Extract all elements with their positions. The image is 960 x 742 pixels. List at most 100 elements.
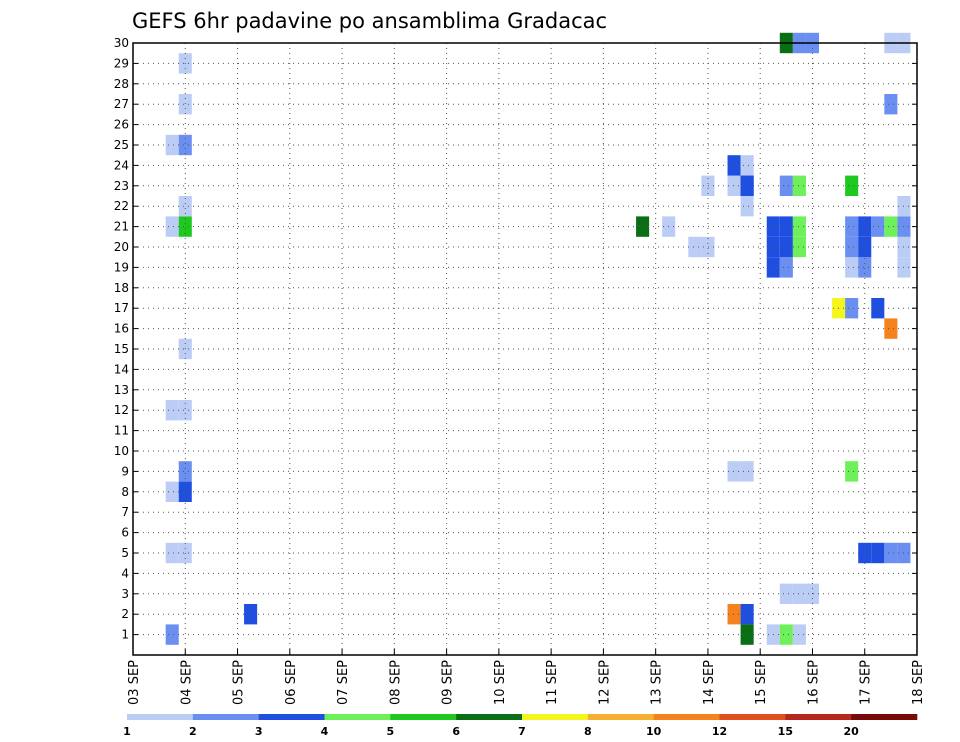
x-tick-label: 14 SEP [702, 660, 717, 705]
heatmap-cell [740, 196, 754, 217]
colorbar-label: 20 [844, 725, 860, 738]
colorbar-label: 4 [321, 725, 329, 738]
heatmap-cell [244, 604, 258, 625]
x-tick-label: 05 SEP [232, 660, 247, 705]
heatmap-cell [792, 583, 806, 604]
heatmap-cell [740, 175, 754, 196]
heatmap-cell [845, 175, 859, 196]
colorbar-segment [719, 714, 786, 720]
colorbar-segment [258, 714, 325, 720]
heatmap-cell [165, 216, 179, 237]
heatmap-cell [165, 400, 179, 421]
y-tick-label: 8 [121, 485, 129, 499]
heatmap-cell [165, 542, 179, 564]
x-tick-label: 07 SEP [336, 660, 351, 705]
heatmap-cell [740, 604, 754, 625]
x-tick-label: 09 SEP [441, 660, 456, 705]
y-tick-label: 26 [114, 118, 129, 132]
y-axis: 1234567891011121314151617181920212223242… [114, 36, 917, 642]
y-tick-label: 21 [114, 220, 129, 234]
x-tick-label: 04 SEP [179, 660, 194, 705]
heatmap-cell [178, 216, 192, 237]
colorbar-label: 1 [123, 725, 131, 738]
x-tick-label: 06 SEP [284, 660, 299, 705]
x-tick-label: 03 SEP [127, 660, 142, 705]
heatmap-cell [178, 461, 192, 482]
heatmap-cell [165, 134, 179, 156]
heatmap-cell [688, 236, 702, 258]
chart-title: GEFS 6hr padavine po ansamblima Gradacac [132, 9, 607, 33]
y-tick-label: 17 [114, 301, 129, 315]
heatmap-cell [792, 175, 806, 196]
heatmap-cell [858, 216, 872, 237]
heatmap-cell [858, 257, 872, 278]
y-tick-label: 9 [121, 464, 129, 478]
heatmap-cell [727, 604, 741, 625]
y-tick-label: 13 [114, 383, 129, 397]
y-tick-label: 12 [114, 403, 129, 417]
y-tick-label: 5 [121, 546, 129, 560]
heatmap-cell [165, 481, 179, 502]
x-tick-label: 08 SEP [388, 660, 403, 705]
heatmap-cell [178, 134, 192, 156]
heatmap-cell [779, 175, 793, 196]
x-tick-label: 17 SEP [859, 660, 874, 705]
heatmap-cells [165, 32, 911, 645]
y-tick-label: 14 [114, 362, 129, 376]
colorbar-segment [785, 714, 852, 720]
heatmap-cell [845, 216, 859, 237]
heatmap-cell [165, 624, 179, 645]
heatmap-cell [792, 216, 806, 237]
x-tick-label: 10 SEP [493, 660, 508, 705]
colorbar-segment [456, 714, 523, 720]
x-tick-label: 16 SEP [807, 660, 822, 705]
plot-frame [132, 42, 918, 656]
heatmap-cell [178, 481, 192, 502]
heatmap-cell [884, 318, 898, 339]
heatmap-cell [178, 94, 192, 115]
colorbar-legend: 1 2 3 4 5 6 7 8 10 12 15 20 [123, 714, 918, 738]
colorbar-segment [192, 714, 259, 720]
colorbar-segment [522, 714, 589, 720]
x-tick-label: 12 SEP [597, 660, 612, 705]
heatmap-cell [779, 583, 793, 604]
y-tick-label: 25 [114, 138, 129, 152]
colorbar-label: 8 [584, 725, 592, 738]
y-tick-label: 1 [121, 628, 129, 642]
colorbar-label: 10 [646, 725, 662, 738]
heatmap-cell [740, 461, 754, 482]
colorbar-segment [324, 714, 391, 720]
y-tick-label: 27 [114, 97, 129, 111]
y-tick-label: 18 [114, 281, 129, 295]
y-tick-label: 24 [114, 158, 129, 172]
y-tick-label: 19 [114, 260, 129, 274]
y-tick-label: 10 [114, 444, 129, 458]
heatmap-cell [884, 94, 898, 115]
heatmap-cell [792, 624, 806, 645]
y-tick-label: 3 [121, 587, 129, 601]
heatmap-cell [871, 542, 885, 564]
heatmap-cell [845, 236, 859, 258]
y-tick-label: 22 [114, 199, 129, 213]
heatmap-cell [178, 196, 192, 217]
colorbar-label: 7 [518, 725, 526, 738]
colorbar-label: 12 [712, 725, 727, 738]
x-tick-label: 18 SEP [911, 660, 926, 705]
colorbar-label: 2 [189, 725, 197, 738]
x-tick-label: 11 SEP [545, 660, 560, 705]
heatmap-cell [727, 155, 741, 176]
heatmap-cell [858, 236, 872, 258]
heatmap-cell [779, 624, 793, 645]
heatmap-cell [792, 236, 806, 258]
y-tick-label: 15 [114, 342, 129, 356]
heatmap-cell [779, 257, 793, 278]
heatmap-cell [727, 461, 741, 482]
x-tick-label: 13 SEP [650, 660, 665, 705]
heatmap-cell [178, 400, 192, 421]
y-tick-label: 20 [114, 240, 129, 254]
y-tick-label: 30 [114, 36, 129, 50]
y-tick-label: 4 [121, 566, 129, 580]
heatmap-cell [884, 542, 898, 564]
heatmap-cell [884, 216, 898, 237]
